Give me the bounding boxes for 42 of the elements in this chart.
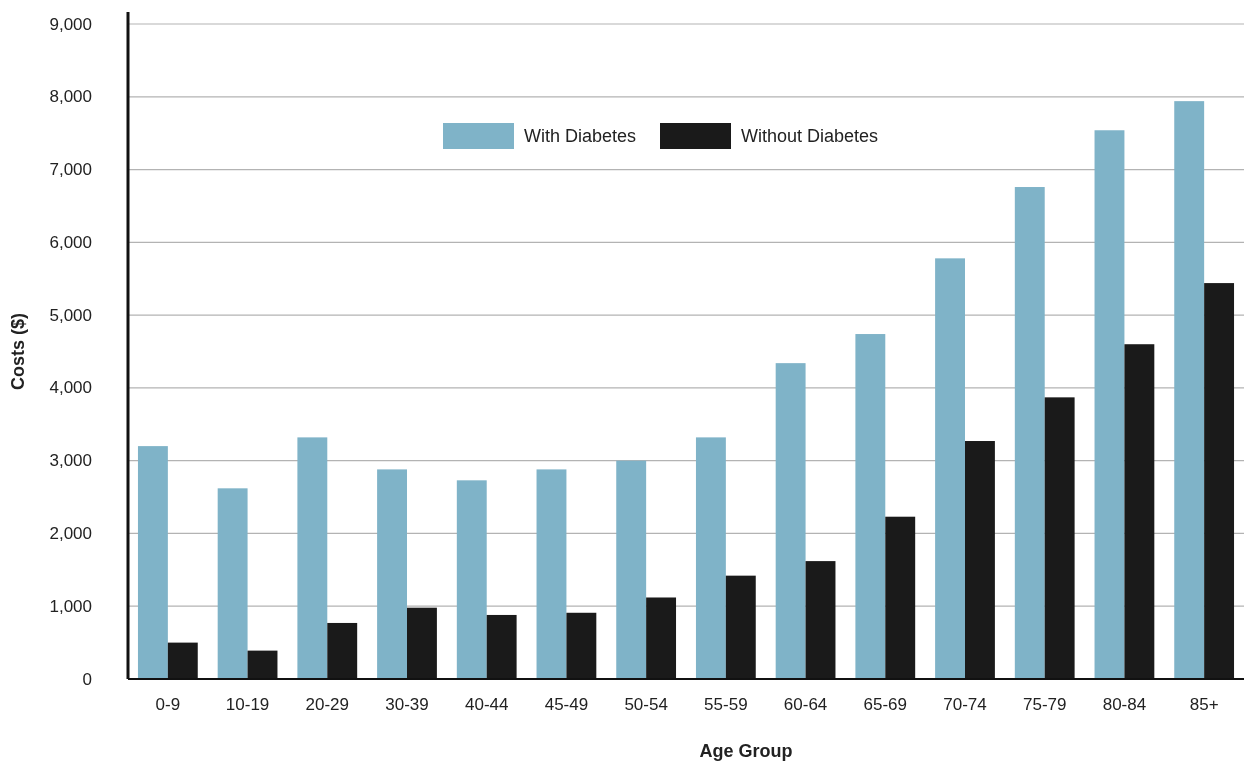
x-tick-label: 65-69 <box>863 695 908 714</box>
x-tick-label: 80-84 <box>1102 695 1147 714</box>
bar <box>695 437 726 679</box>
y-tick-label: 2,000 <box>49 523 92 543</box>
bar <box>1174 101 1205 679</box>
y-tick-label: 3,000 <box>49 451 92 471</box>
y-tick-label: 1,000 <box>49 596 92 616</box>
x-tick-label: 55-59 <box>704 695 748 714</box>
y-tick-label: 5,000 <box>49 305 92 325</box>
y-tick-label: 4,000 <box>49 378 92 398</box>
y-tick-label: 0 <box>82 669 92 689</box>
x-tick-label: 60-64 <box>783 695 828 714</box>
bar <box>775 363 806 679</box>
x-tick-label: 20-29 <box>305 695 350 714</box>
bar <box>456 480 487 679</box>
y-tick-label: 8,000 <box>49 87 92 107</box>
y-tick-label: 6,000 <box>49 232 92 252</box>
x-tick-label: 40-44 <box>464 695 509 714</box>
bar <box>377 469 407 679</box>
y-tick-label: 7,000 <box>49 160 92 180</box>
bar <box>217 488 248 679</box>
x-axis-title: Age Group <box>699 741 793 761</box>
bar <box>855 334 886 679</box>
y-axis-title: Costs ($) <box>8 312 28 391</box>
x-tick-label: 70-74 <box>943 695 987 714</box>
y-tick-label: 9,000 <box>49 14 92 34</box>
bar <box>935 258 965 679</box>
x-tick-label: 85+ <box>1189 695 1219 714</box>
legend-label: Without Diabetes <box>741 126 879 146</box>
bar <box>137 446 168 679</box>
bar <box>616 460 647 679</box>
x-tick-label: 10-19 <box>225 695 270 714</box>
x-tick-label: 50-54 <box>624 695 668 714</box>
legend-label: With Diabetes <box>524 126 637 146</box>
bar <box>536 469 567 679</box>
bar <box>1094 130 1125 679</box>
x-tick-label: 45-49 <box>544 695 589 714</box>
bar <box>297 437 328 679</box>
x-tick-label: 0-9 <box>155 695 181 714</box>
bar <box>1014 187 1045 679</box>
x-tick-label: 30-39 <box>385 695 429 714</box>
x-tick-label: 75-79 <box>1022 695 1067 714</box>
